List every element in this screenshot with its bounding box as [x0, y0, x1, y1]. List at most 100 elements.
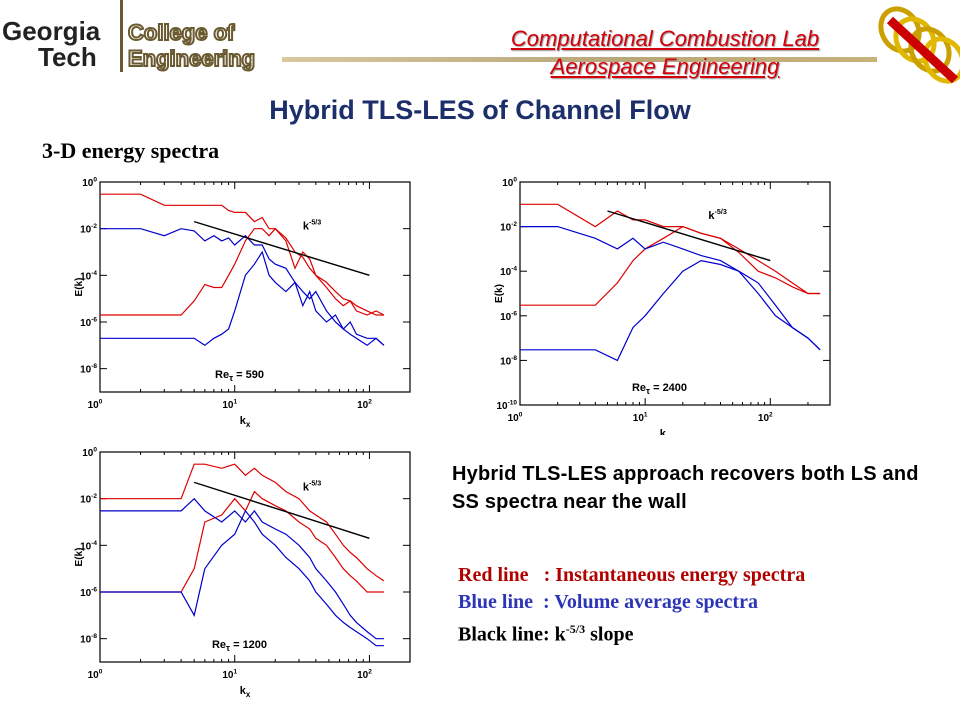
y-tick-label-exp: -2	[511, 221, 517, 228]
plot-frame	[519, 181, 831, 406]
chart-re-590: 100 10-2 1 0 -4 10-6 10-8 100 101 102 E(k) kx k-5/3 R…	[74, 177, 411, 429]
flame-coil-icon	[878, 6, 960, 84]
y-tick-label: 100	[82, 447, 97, 460]
x-tick-label: 102	[357, 399, 372, 412]
series-red-0	[100, 463, 385, 582]
slope-label-exp: -5/3	[309, 479, 321, 487]
slope-line	[193, 481, 370, 539]
series-blue-2	[100, 497, 384, 640]
series-blue-3	[520, 259, 821, 362]
chart-re-1200: 100 10-2 1 0 -4 10-6 10-8 100 101 102 E(k) kx k-5/3 R…	[74, 447, 411, 699]
legend-red-label: Red line	[458, 564, 529, 586]
series-red-1	[100, 490, 384, 593]
y-axis-label: E(k)	[74, 278, 85, 297]
y-tick-label-exp: -8	[511, 355, 517, 362]
y-tick-label-exp: 0	[93, 177, 97, 184]
chart-re-2400: 10010-210-410-610-810-10100101102E(k)kxk…	[494, 177, 831, 435]
x-axis-label: kx	[240, 685, 251, 699]
x-tick-label: 102	[758, 412, 773, 425]
reynolds-annotation: Reτ = 1200	[212, 639, 267, 653]
series-red-1	[520, 225, 821, 306]
y-tick-label: 10-2	[80, 223, 97, 236]
reynolds-sub: τ	[226, 643, 230, 653]
x-tick-label: 101	[633, 412, 648, 425]
lab-line1: Computational Combustion Lab	[510, 26, 820, 51]
x-tick-label: 101	[222, 669, 237, 682]
y-tick-label: 10-6	[500, 310, 517, 323]
legend-blue: Blue line : Volume average spectra	[458, 589, 805, 616]
y-tick-label-exp: -8	[91, 363, 97, 370]
y-tick-label: 10-2	[500, 221, 517, 234]
series-red-1	[100, 227, 385, 316]
slope-line	[193, 220, 370, 277]
y-tick-label-exp: -2	[91, 493, 97, 500]
y-tick-label-exp: -6	[511, 310, 517, 317]
y-tick-label-exp: -8	[91, 633, 97, 640]
x-tick-label: 102	[357, 669, 372, 682]
x-tick-label-exp: 1	[233, 669, 237, 676]
y-tick-label: 10-8	[500, 355, 517, 368]
slope-line	[607, 210, 771, 262]
series-blue-3	[100, 509, 384, 647]
legend-red: Red line : Instantaneous energy spectra	[458, 562, 805, 589]
series-blue-3	[100, 250, 385, 347]
y-tick-label: 10-6	[80, 317, 97, 330]
y-tick-label-exp: -6	[91, 587, 97, 594]
y-tick-label-exp: -6	[91, 317, 97, 324]
legend-block: Red line : Instantaneous energy spectra …	[458, 562, 805, 649]
legend-black-tail: slope	[585, 623, 634, 646]
y-tick-label: 10-8	[80, 363, 97, 376]
y-tick-label-exp: -4	[91, 270, 97, 277]
reynolds-annotation: Reτ = 590	[215, 369, 264, 383]
y-tick-label-exp: -2	[91, 223, 97, 230]
logo-college: College of	[128, 20, 235, 45]
x-tick-label: 100	[88, 669, 103, 682]
x-tick-label: 100	[88, 399, 103, 412]
legend-blue-label: Blue line	[458, 591, 534, 613]
reynolds-value: = 2400	[650, 382, 687, 394]
y-tick-label: 10-10	[496, 400, 517, 413]
reynolds-value: = 590	[233, 369, 264, 381]
y-tick-label-exp: -4	[91, 540, 97, 547]
y-tick-label: 100	[82, 177, 97, 190]
x-tick-label: 100	[508, 412, 523, 425]
y-tick-label: 10-4	[500, 266, 517, 279]
legend-red-desc: : Instantaneous energy spectra	[528, 564, 806, 586]
y-tick-label: 10-6	[80, 587, 97, 600]
lab-name: Computational Combustion Lab Aerospace E…	[480, 25, 850, 81]
series-blue-2	[520, 225, 821, 351]
series-red-0	[520, 203, 821, 295]
x-axis-label-sub: x	[246, 420, 251, 429]
lab-line2: Aerospace Engineering	[550, 54, 780, 79]
y-tick-label: 100	[502, 177, 517, 190]
x-axis-label: kx	[240, 415, 251, 429]
x-axis-label-sub: x	[666, 433, 671, 435]
slope-label-exp: -5/3	[309, 219, 321, 227]
plot-frame	[99, 451, 411, 663]
summary-text: Hybrid TLS-LES approach recovers both LS…	[452, 463, 919, 513]
header-rule	[282, 57, 877, 62]
slope-label-exp: -5/3	[715, 208, 727, 216]
reynolds-sub: τ	[229, 373, 233, 383]
slide-subtitle: 3-D energy spectra	[42, 138, 220, 163]
y-tick-label-exp: 0	[93, 447, 97, 454]
plot-frame	[99, 181, 411, 393]
x-tick-label-exp: 0	[99, 399, 103, 406]
reynolds-value: = 1200	[230, 639, 267, 651]
slope-label: k-5/3	[303, 479, 321, 493]
x-tick-label-exp: 2	[368, 399, 372, 406]
x-tick-label-exp: 2	[368, 669, 372, 676]
x-axis-label: kx	[660, 428, 671, 435]
y-tick-label-exp: -4	[511, 266, 517, 273]
x-tick-label-exp: 0	[99, 669, 103, 676]
logo-georgia: Georgia	[2, 16, 101, 46]
series-blue-2	[100, 228, 385, 346]
series-red-0	[100, 193, 384, 316]
slope-label: k-5/3	[708, 208, 726, 222]
x-axis-label-sub: x	[246, 690, 251, 699]
logo-engineering: Engineering	[128, 46, 255, 71]
reynolds-annotation: Reτ = 2400	[632, 382, 687, 396]
x-tick-label-exp: 0	[519, 412, 523, 419]
legend-black-sup: -5/3	[565, 622, 586, 636]
x-tick-label-exp: 1	[644, 412, 648, 419]
